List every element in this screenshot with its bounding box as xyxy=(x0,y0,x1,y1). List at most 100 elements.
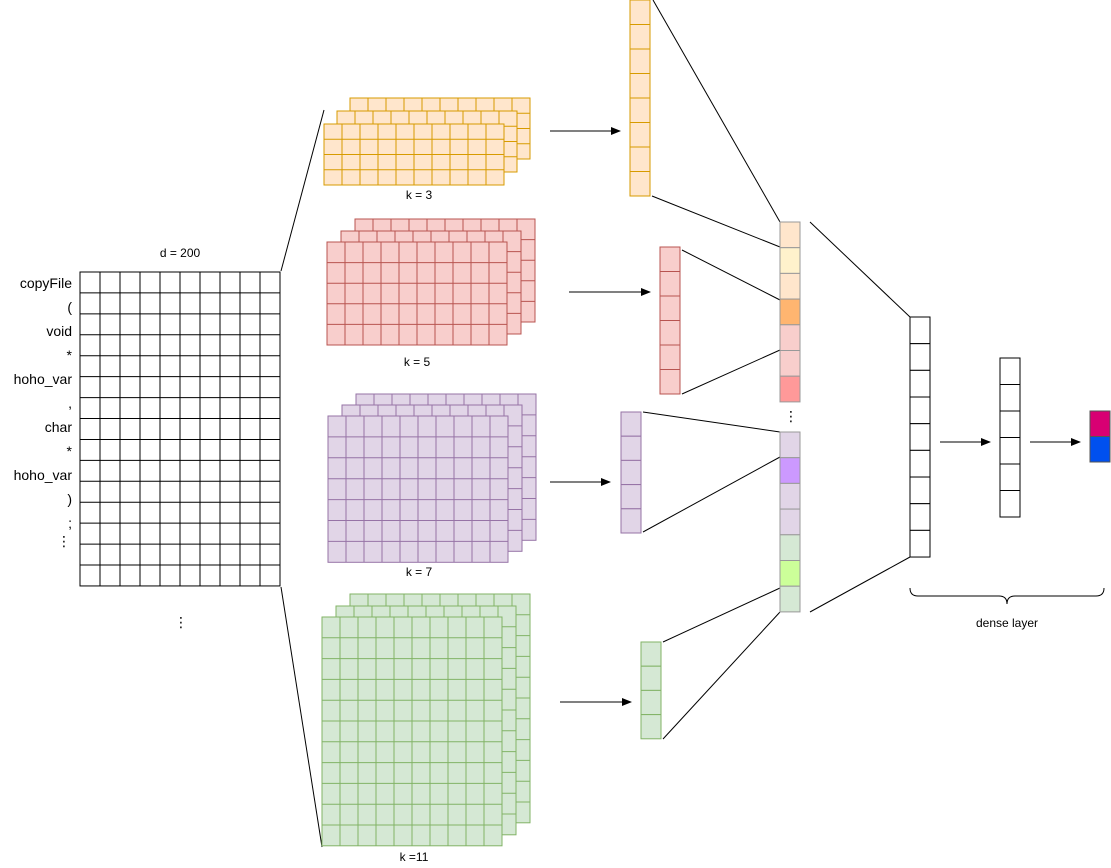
dense-layer-1-cell xyxy=(909,503,931,531)
pooled-vector-0-cell xyxy=(629,122,651,148)
pool-k7-bottom-line xyxy=(642,456,781,533)
token-9: ) xyxy=(67,491,72,507)
matrix-to-k11-line xyxy=(280,586,323,848)
token-7: * xyxy=(67,443,73,459)
pooled-vector-2-cell xyxy=(620,435,642,461)
concat-bottom-cell xyxy=(779,534,801,561)
token-3: * xyxy=(67,347,73,363)
dense-layer-brace xyxy=(909,587,1105,605)
pooled-vector-1-cell xyxy=(659,369,681,395)
pool-k7-top-line xyxy=(642,411,781,433)
dense-layer-2-cell xyxy=(999,463,1021,491)
token-8: hoho_var xyxy=(14,467,73,483)
dense-layers xyxy=(909,316,1111,558)
pooled-vector-0-cell xyxy=(629,24,651,50)
feature-map-k0-layer2 xyxy=(323,123,505,186)
concat-top-cell xyxy=(779,350,801,377)
concat-to-dense-bottom-line xyxy=(809,556,911,613)
concat-top-cell xyxy=(779,324,801,351)
concat-bottom-cell xyxy=(779,482,801,510)
token-ellipsis: ⋮ xyxy=(57,533,71,549)
connector-lines xyxy=(280,0,1081,848)
concat-bottom-cell xyxy=(779,457,801,484)
concat-ellipsis: ⋮ xyxy=(784,408,798,424)
embedding-grid xyxy=(79,271,281,587)
pool-k3-top-line xyxy=(652,0,781,223)
pool-k5-bottom-line xyxy=(681,349,781,395)
pooled-vector-0-cell xyxy=(629,48,651,74)
pool-k11-top-line xyxy=(662,587,781,643)
concat-top-cell xyxy=(779,247,801,274)
output-layer-cell xyxy=(1089,436,1111,463)
concat-top-cell xyxy=(779,272,801,300)
pooled-vector-3-cell xyxy=(640,641,662,667)
dense-layer-1-cell xyxy=(909,476,931,505)
dense-layer-2-cell xyxy=(999,357,1021,385)
pooled-vector-2-cell xyxy=(620,459,642,486)
pooled-vector-0-cell xyxy=(629,97,651,123)
token-0: copyFile xyxy=(20,275,72,291)
dense-layer-1-cell xyxy=(909,343,931,371)
concat-top-cell xyxy=(779,298,801,326)
concat-top xyxy=(779,221,801,403)
pool-k11-bottom-line xyxy=(662,611,781,740)
concat-bottom xyxy=(779,431,801,613)
pooled-vector-3-cell xyxy=(640,714,662,740)
token-4: hoho_var xyxy=(14,371,73,387)
dense-layer-1-cell xyxy=(909,316,931,345)
pooled-vector-2 xyxy=(620,411,642,534)
feature-map-k2-layer2 xyxy=(327,415,509,563)
concat-bottom-cell xyxy=(779,508,801,536)
feature-map-k1-layer2 xyxy=(326,241,508,346)
dense-layer-2-cell xyxy=(999,384,1021,412)
token-6: char xyxy=(45,419,73,435)
conv-branches xyxy=(321,0,681,847)
token-1: ( xyxy=(67,299,72,315)
branch-label-k3: k = 3 xyxy=(406,188,433,202)
pooled-vector-2-cell xyxy=(620,484,642,510)
pool-k3-bottom-line xyxy=(651,195,781,248)
pooled-vector-1-cell xyxy=(659,344,681,370)
pooled-vector-1-cell xyxy=(659,295,681,321)
matrix-bottom-ellipsis: ⋮ xyxy=(174,614,188,630)
pooled-vector-2-cell xyxy=(620,411,642,437)
embedding-matrix xyxy=(79,271,281,587)
pooled-vector-0-cell xyxy=(629,146,651,172)
token-list: copyFile ( void * hoho_var, char * hoho_var); xyxy=(14,275,73,531)
dense-layer-2-cell xyxy=(999,490,1021,518)
token-5: , xyxy=(68,395,72,411)
token-10: ; xyxy=(68,515,72,531)
pooled-vector-3-cell xyxy=(640,689,662,716)
concat-to-dense-top-line xyxy=(809,221,911,318)
dense-layer-label: dense layer xyxy=(976,616,1038,630)
pooled-vector-0-cell xyxy=(629,171,651,197)
pooled-vector-1-cell xyxy=(659,271,681,297)
branch-label-k11: k =11 xyxy=(400,850,429,864)
concat-top-cell xyxy=(779,375,801,403)
dense-layer-1 xyxy=(909,316,931,558)
pool-k5-top-line xyxy=(681,249,781,301)
pooled-vector-0-cell xyxy=(629,0,651,25)
dense-layer-1-cell xyxy=(909,423,931,451)
concat-bottom-cell xyxy=(779,560,801,587)
pooled-vector-1-cell xyxy=(659,320,681,346)
pooled-vector-1 xyxy=(659,246,681,395)
concat-bottom-cell xyxy=(779,431,801,459)
output-layer-cell xyxy=(1089,410,1111,437)
branch-label-k7: k = 7 xyxy=(406,565,433,579)
concatenated-vector xyxy=(779,221,801,613)
dense-layer-2 xyxy=(999,357,1021,518)
concat-top-cell xyxy=(779,221,801,249)
dense-layer-1-cell xyxy=(909,449,931,478)
token-2: void xyxy=(46,323,72,339)
pooled-vector-2-cell xyxy=(620,508,642,534)
pooled-vector-0 xyxy=(629,0,651,197)
feature-map-k3-layer2 xyxy=(321,616,503,847)
dense-layer-2-cell xyxy=(999,437,1021,465)
pooled-vector-3 xyxy=(640,641,662,740)
branch-label-k5: k = 5 xyxy=(404,355,431,369)
dense-layer-2-cell xyxy=(999,410,1021,438)
output-layer xyxy=(1089,410,1111,463)
concat-bottom-cell xyxy=(779,585,801,613)
